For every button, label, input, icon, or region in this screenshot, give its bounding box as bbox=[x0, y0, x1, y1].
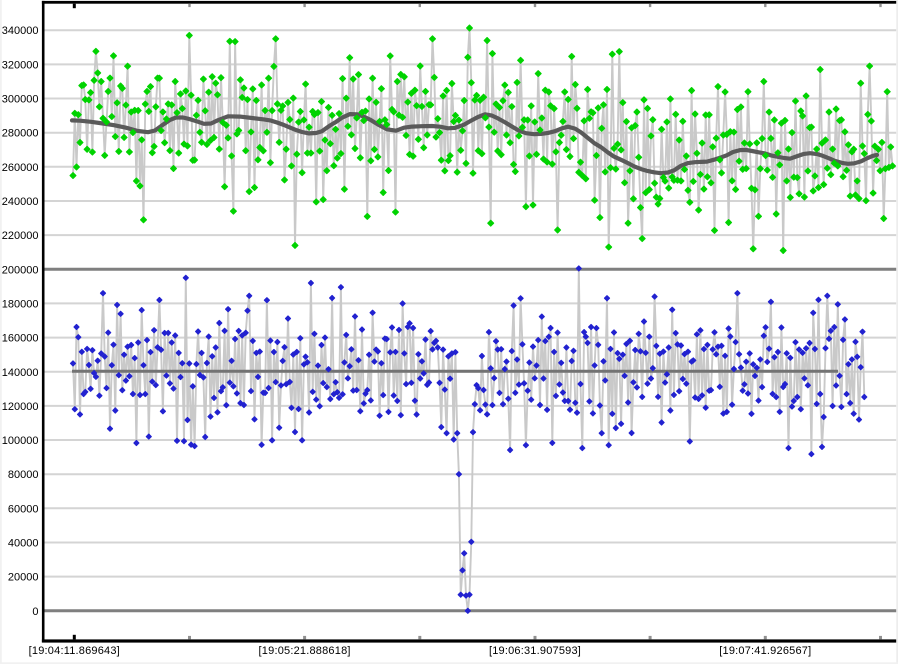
svg-text:200000: 200000 bbox=[2, 264, 39, 276]
svg-text:100000: 100000 bbox=[2, 435, 39, 447]
svg-text:320000: 320000 bbox=[2, 59, 39, 71]
svg-text:40000: 40000 bbox=[8, 538, 39, 550]
svg-text:80000: 80000 bbox=[8, 469, 39, 481]
svg-text:120000: 120000 bbox=[2, 401, 39, 413]
svg-text:280000: 280000 bbox=[2, 128, 39, 140]
svg-text:[19:06:31.907593]: [19:06:31.907593] bbox=[489, 645, 581, 657]
svg-text:[19:07:41.926567]: [19:07:41.926567] bbox=[719, 645, 811, 657]
svg-text:340000: 340000 bbox=[2, 25, 39, 37]
svg-text:0: 0 bbox=[32, 606, 38, 618]
svg-text:300000: 300000 bbox=[2, 94, 39, 106]
svg-text:180000: 180000 bbox=[2, 298, 39, 310]
svg-text:240000: 240000 bbox=[2, 196, 39, 208]
svg-text:140000: 140000 bbox=[2, 367, 39, 379]
svg-text:220000: 220000 bbox=[2, 230, 39, 242]
svg-text:20000: 20000 bbox=[8, 572, 39, 584]
svg-text:60000: 60000 bbox=[8, 503, 39, 515]
svg-text:[19:05:21.888618]: [19:05:21.888618] bbox=[259, 645, 351, 657]
svg-text:260000: 260000 bbox=[2, 162, 39, 174]
svg-text:160000: 160000 bbox=[2, 333, 39, 345]
svg-text:[19:04:11.869643]: [19:04:11.869643] bbox=[29, 645, 120, 657]
